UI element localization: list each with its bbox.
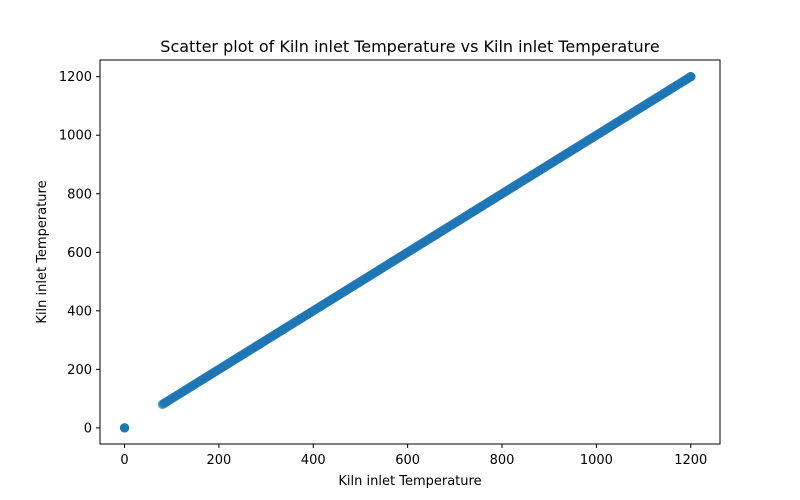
x-tick-label: 0 xyxy=(120,453,128,468)
x-axis-ticks: 0 200 400 600 800 1000 1200 xyxy=(120,444,707,468)
chart-title: Scatter plot of Kiln inlet Temperature v… xyxy=(160,37,659,56)
x-tick-label: 800 xyxy=(490,453,515,468)
x-tick-label: 600 xyxy=(395,453,420,468)
y-tick-label: 800 xyxy=(67,187,92,202)
x-axis-label: Kiln inlet Temperature xyxy=(338,474,481,489)
x-tick-label: 1200 xyxy=(674,453,707,468)
x-tick-label: 400 xyxy=(301,453,326,468)
y-tick-label: 600 xyxy=(67,246,92,261)
y-axis-ticks: 0 200 400 600 800 1000 1200 xyxy=(59,70,100,436)
data-point xyxy=(119,423,130,433)
y-tick-label: 1000 xyxy=(59,129,92,144)
y-tick-label: 200 xyxy=(67,363,92,378)
y-axis-label: Kiln inlet Temperature xyxy=(35,180,50,323)
data-point xyxy=(686,72,696,82)
y-tick-label: 1200 xyxy=(59,70,92,85)
y-tick-label: 0 xyxy=(84,421,92,436)
x-tick-label: 200 xyxy=(206,453,231,468)
y-tick-label: 400 xyxy=(67,304,92,319)
data-points xyxy=(119,72,696,433)
x-tick-label: 1000 xyxy=(580,453,613,468)
